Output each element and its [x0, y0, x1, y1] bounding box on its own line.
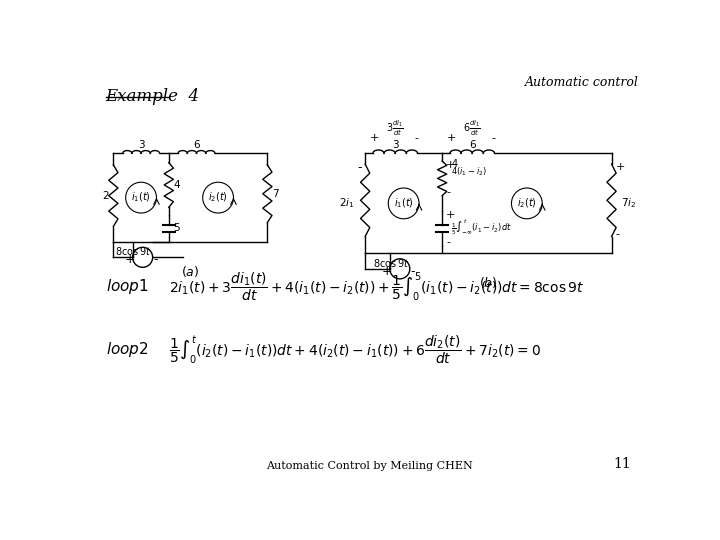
- Text: +: +: [616, 162, 625, 172]
- Text: +: +: [446, 210, 455, 220]
- Text: $3\frac{di_1}{dt}$: $3\frac{di_1}{dt}$: [387, 118, 404, 138]
- Text: $(a)$: $(a)$: [181, 264, 199, 279]
- Text: +: +: [446, 133, 456, 143]
- Text: -: -: [153, 253, 158, 266]
- Text: +: +: [369, 133, 379, 143]
- Text: $\dfrac{1}{5}\int_0^{t}(i_2(t)-i_1(t))dt+4(i_2(t)-i_1(t))+6\dfrac{di_2(t)}{dt}+7: $\dfrac{1}{5}\int_0^{t}(i_2(t)-i_1(t))dt…: [168, 333, 541, 366]
- Text: $7i_2$: $7i_2$: [621, 197, 636, 210]
- Text: +: +: [446, 160, 455, 170]
- Text: -: -: [358, 161, 362, 174]
- Text: $loop1$: $loop1$: [106, 277, 148, 296]
- Text: $6\frac{di_1}{dt}$: $6\frac{di_1}{dt}$: [464, 118, 481, 138]
- Text: 3: 3: [138, 140, 145, 150]
- Text: $i_2(t)$: $i_2(t)$: [517, 197, 537, 210]
- Text: 6: 6: [193, 140, 200, 150]
- Text: -: -: [414, 133, 418, 143]
- Text: $loop2$: $loop2$: [106, 340, 148, 359]
- Text: -: -: [616, 229, 619, 239]
- Text: $i_2(t)$: $i_2(t)$: [208, 191, 228, 205]
- Text: 11: 11: [613, 457, 631, 471]
- Text: -: -: [410, 265, 415, 278]
- Text: $\frac{1}{5}\int_{-\infty}^{t}(i_1-i_2)dt$: $\frac{1}{5}\int_{-\infty}^{t}(i_1-i_2)d…: [451, 217, 512, 237]
- Text: 5: 5: [174, 224, 180, 233]
- Text: 2: 2: [102, 191, 109, 201]
- Text: $i_1(t)$: $i_1(t)$: [394, 197, 413, 210]
- Text: +: +: [125, 253, 135, 266]
- Text: 6: 6: [469, 140, 475, 150]
- Text: Automatic control: Automatic control: [525, 76, 639, 89]
- Text: Example  4: Example 4: [106, 88, 199, 105]
- Text: -: -: [491, 133, 495, 143]
- Text: $8\cos 9t$: $8\cos 9t$: [373, 256, 410, 269]
- Text: $4$: $4$: [451, 157, 459, 168]
- Text: 7: 7: [272, 189, 279, 199]
- Text: $2i_1(t)+3\dfrac{di_1(t)}{dt}+4(i_1(t)-i_2(t))+\dfrac{1}{5}\int_0^{5}(i_1(t)-i_2: $2i_1(t)+3\dfrac{di_1(t)}{dt}+4(i_1(t)-i…: [168, 270, 584, 303]
- Text: -: -: [446, 237, 450, 247]
- Text: $4(i_1-i_2)$: $4(i_1-i_2)$: [451, 166, 487, 178]
- Text: 4: 4: [174, 180, 180, 190]
- Text: -: -: [446, 187, 450, 197]
- Text: +: +: [382, 265, 392, 278]
- Text: $8\cos 9t$: $8\cos 9t$: [115, 245, 151, 257]
- Text: 3: 3: [392, 140, 398, 150]
- Text: $(b)$: $(b)$: [479, 275, 498, 290]
- Text: $i_1(t)$: $i_1(t)$: [131, 191, 151, 205]
- Text: $2i_1$: $2i_1$: [339, 197, 354, 210]
- Text: Automatic Control by Meiling CHEN: Automatic Control by Meiling CHEN: [266, 461, 472, 471]
